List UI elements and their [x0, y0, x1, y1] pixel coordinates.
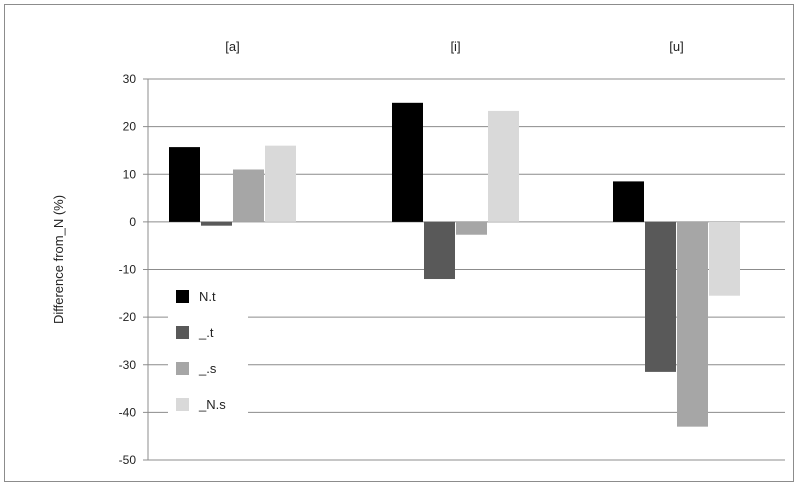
legend-label: _.s [198, 361, 217, 376]
y-tick-label: 10 [123, 167, 137, 181]
y-tick-label: 30 [123, 72, 137, 86]
bar-Nt-0 [169, 147, 200, 222]
legend-swatch [176, 290, 189, 303]
y-axis-ticks: 30 20 10 0 -10 -20 -30 -40 -50 [119, 72, 148, 467]
chart-frame: 30 20 10 0 -10 -20 -30 -40 -50 [a] [i] [u] Differe… [4, 4, 794, 482]
bar-t-2 [645, 221, 676, 372]
legend-swatch [176, 362, 189, 375]
bar-t-0 [201, 221, 232, 226]
legend: N.t _.t _.s _N.s [168, 280, 248, 420]
bar-Ns-2 [709, 221, 740, 296]
y-tick-label: -30 [119, 358, 137, 372]
y-tick-label: -40 [119, 405, 137, 419]
legend-background [168, 280, 248, 420]
y-tick-label: -10 [119, 263, 137, 277]
bar-Nt-1 [392, 102, 423, 222]
bar-s-2 [677, 221, 708, 427]
legend-label: N.t [199, 289, 216, 304]
category-label: [a] [225, 39, 239, 54]
y-axis-label: Difference from_N (%) [51, 195, 66, 324]
bars [169, 102, 740, 427]
y-tick-label: 0 [129, 215, 136, 229]
legend-label: _N.s [198, 397, 226, 412]
bar-s-0 [233, 169, 264, 222]
bar-Ns-1 [488, 110, 519, 222]
category-labels: [a] [i] [u] [225, 39, 683, 54]
bar-Ns-0 [265, 145, 296, 222]
category-label: [i] [450, 39, 460, 54]
legend-label: _.t [198, 325, 214, 340]
chart: 30 20 10 0 -10 -20 -30 -40 -50 [a] [i] [u] Differe… [51, 39, 785, 467]
y-tick-label: -50 [119, 453, 137, 467]
category-label: [u] [669, 39, 683, 54]
y-tick-label: 20 [123, 120, 137, 134]
bar-Nt-2 [613, 181, 644, 222]
legend-swatch [176, 326, 189, 339]
legend-swatch [176, 398, 189, 411]
bar-t-1 [424, 221, 455, 280]
bar-s-1 [456, 221, 487, 235]
y-tick-label: -20 [119, 310, 137, 324]
